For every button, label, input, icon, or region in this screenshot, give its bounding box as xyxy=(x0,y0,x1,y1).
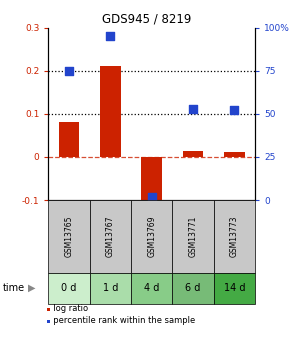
Bar xyxy=(131,200,172,273)
Point xyxy=(232,108,237,113)
Text: log ratio: log ratio xyxy=(48,304,88,313)
Bar xyxy=(48,200,90,273)
Text: 4 d: 4 d xyxy=(144,283,159,293)
Text: GSM13771: GSM13771 xyxy=(188,216,197,257)
Text: GDS945 / 8219: GDS945 / 8219 xyxy=(102,12,191,25)
Bar xyxy=(214,273,255,304)
Text: time: time xyxy=(3,283,25,293)
Text: GSM13765: GSM13765 xyxy=(64,216,74,257)
Point xyxy=(67,68,71,73)
Text: 1 d: 1 d xyxy=(103,283,118,293)
Text: percentile rank within the sample: percentile rank within the sample xyxy=(48,316,196,325)
Bar xyxy=(214,200,255,273)
Point xyxy=(190,106,195,111)
Point xyxy=(108,33,113,39)
Text: 14 d: 14 d xyxy=(224,283,245,293)
Bar xyxy=(183,150,203,157)
Text: GSM13767: GSM13767 xyxy=(106,216,115,257)
Bar xyxy=(90,273,131,304)
Text: GSM13769: GSM13769 xyxy=(147,216,156,257)
Text: GSM13773: GSM13773 xyxy=(230,216,239,257)
Text: 0 d: 0 d xyxy=(61,283,77,293)
Bar xyxy=(100,66,121,157)
Point xyxy=(149,194,154,199)
Text: ▶: ▶ xyxy=(28,283,35,293)
Bar xyxy=(131,273,172,304)
Bar xyxy=(59,122,79,157)
Bar xyxy=(224,152,245,157)
Bar xyxy=(48,273,90,304)
Bar xyxy=(90,200,131,273)
Text: 6 d: 6 d xyxy=(185,283,201,293)
Bar xyxy=(141,157,162,213)
Bar xyxy=(172,273,214,304)
Bar xyxy=(172,200,214,273)
